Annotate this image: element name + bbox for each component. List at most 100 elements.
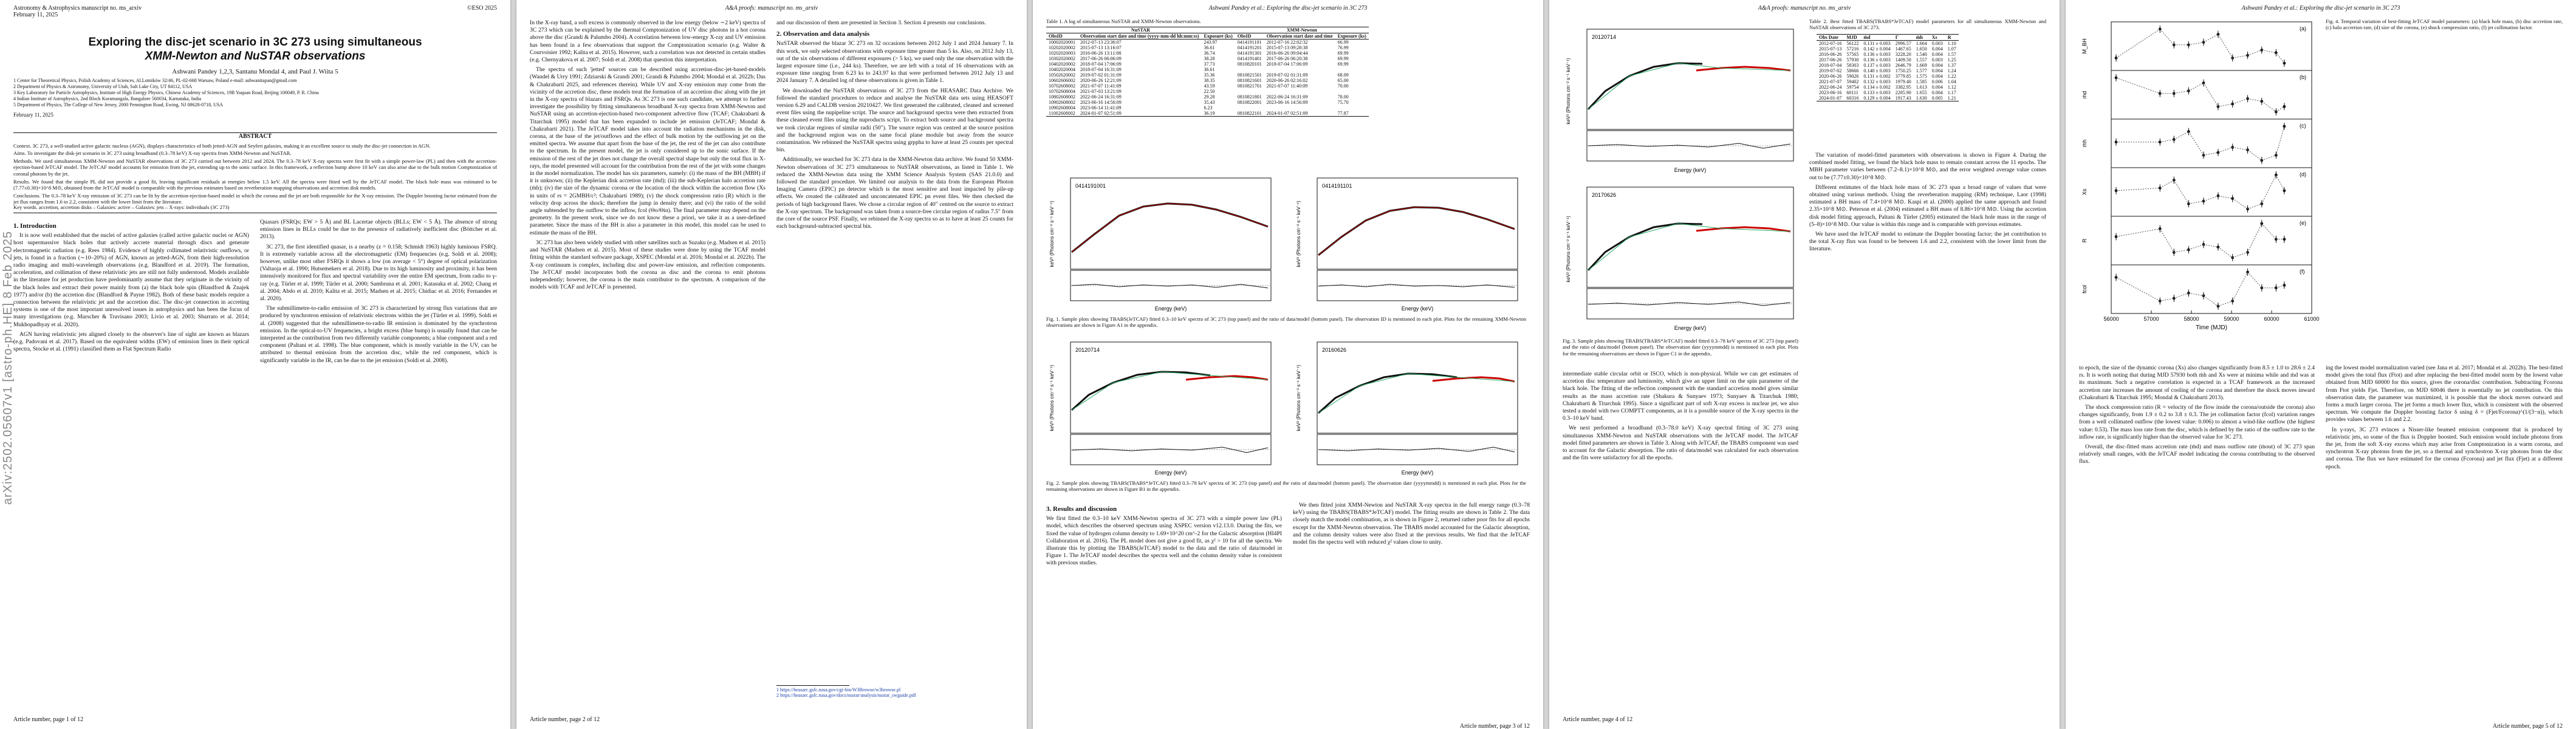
column-header: MJD (1846, 35, 1857, 40)
table-header-row: NuSTAR XMM-Newton (1046, 27, 1369, 33)
table-group-header: XMM-Newton (1286, 27, 1317, 33)
table-cell: 2016-06-26 09:04:44 (1266, 50, 1308, 56)
affiliations: 1 Center for Theoretical Physics, Polish… (13, 78, 497, 118)
obs-date-label: 20120714 (1592, 34, 1616, 40)
table-cell: 38.35 (1204, 78, 1215, 83)
table-row: 2019-07-02 58666 0.140 ± 0.003 1750.25 1.577… (1817, 68, 1959, 74)
connector (2188, 200, 2204, 204)
table-cell: 243.97 (1204, 39, 1218, 45)
table-cell: 0.003 (1931, 41, 1943, 46)
column-left: to epoch, the size of the dynamic corona… (2079, 364, 2315, 468)
keywords: Key words. accretion, accretion disks – … (13, 204, 230, 210)
table-row: 10702608004 2021-07-03 13:21:09 22.50 (1046, 89, 1369, 94)
connector (2203, 244, 2219, 248)
paragraph: We downloaded the NuSTAR observations of… (776, 87, 1013, 154)
table-cell: 1.12 (1947, 84, 1956, 90)
connector (2218, 195, 2233, 199)
connector (2261, 49, 2276, 53)
received-date: February 11, 2025 (13, 112, 53, 118)
table-cell: 10802608002 (1049, 94, 1075, 100)
table-cell: 43.59 (1204, 83, 1215, 89)
paper-title: Exploring the disc-jet scenario in 3C 27… (24, 35, 486, 63)
abstract-heading: ABSTRACT (238, 133, 272, 140)
section-heading: 1. Introduction (13, 222, 57, 230)
table-row: 2012-07-16 56122 0.131 ± 0.003 2996.57 1.664… (1817, 41, 1959, 46)
plot-frame (1070, 177, 1272, 270)
paragraph: We next performed a broadband (0.3–78.0 … (1563, 425, 1798, 462)
table-cell: 59754 (1846, 84, 1859, 90)
connector (2275, 126, 2285, 156)
table-cell: 0.134 ± 0.002 (1863, 84, 1891, 90)
xmm-data (1587, 62, 1703, 111)
table-cell: 65.00 (1337, 78, 1349, 83)
y-axis-label: ṁd (2081, 91, 2088, 99)
table-cell: 0.129 ± 0.004 (1863, 95, 1891, 101)
table-cell: 0.004 (1931, 84, 1943, 90)
table-row: 10002020001 2012-07-13 23:36:07 243.97 0414… (1046, 39, 1369, 45)
table-cell (1264, 89, 1335, 94)
table-cell: 2024-01-07 (1819, 95, 1842, 101)
paragraph: The spectra of such 'jetted' sources can… (530, 66, 766, 236)
connector (2232, 252, 2248, 258)
table-cell: 10702608002 (1049, 83, 1075, 89)
table-cell: 0.004 (1931, 52, 1943, 57)
panel-label: (e) (2300, 220, 2306, 226)
table-cell: 0810822101 (1237, 111, 1262, 116)
footnote-rule (776, 685, 849, 686)
footnote-link[interactable]: 1 https://heasarc.gsfc.nasa.gov/cgi-bin/… (776, 687, 901, 693)
table-cell: 1750.25 (1895, 68, 1911, 74)
table-cell: 1.575 (1916, 74, 1927, 79)
footnote-link[interactable]: 2 https://heasarc.gsfc.nasa.gov/docs/nus… (776, 693, 916, 698)
obs-date-label: 20120714 (1075, 347, 1100, 353)
paragraph: We first fitted the 0.3–10 keV XMM-Newto… (1046, 515, 1282, 567)
paragraph: ing the lowest model normalization varie… (2326, 364, 2563, 423)
table-header-row: ObsID Observation start date and time (yy… (1046, 33, 1369, 39)
authors: Ashwani Pandey 1,2,3, Santanu Mondal 4, … (172, 68, 338, 75)
table-row: 10202020002 2015-07-13 13:16:07 36.61 04141… (1046, 45, 1369, 50)
table-cell: 37.73 (1204, 61, 1215, 67)
table-1-caption: Table 1. A log of simultaneous NuSTAR an… (1046, 18, 1201, 24)
x-tick-label: 59000 (2224, 316, 2239, 322)
table-cell: 2020-06-26 02:16:02 (1266, 78, 1308, 83)
table-row: 10402020004 2018-07-04 16:31:09 36.61 (1046, 67, 1369, 72)
page-footer: Article number, page 2 of 12 (530, 716, 1013, 723)
table-cell: 2016-06-26 13:11:08 (1080, 50, 1122, 56)
table-cell: 1.24 (1947, 68, 1956, 74)
nustar-data (1432, 376, 1515, 383)
connector (2160, 180, 2174, 188)
y-axis-label: M_BH (2081, 38, 2088, 53)
connector (2188, 292, 2204, 296)
column-header: Obs Date (1819, 35, 1838, 40)
x-axis-label: Energy (keV) (1155, 306, 1187, 312)
connector (2188, 83, 2204, 91)
table-cell: 70.00 (1337, 83, 1349, 89)
connector (2247, 98, 2262, 102)
y-axis-label: keV² (Photons cm⁻² s⁻¹ keV⁻¹) (1049, 364, 1055, 431)
table-row: 2020-06-26 59026 0.131 ± 0.002 3779.85 1.575… (1817, 74, 1959, 79)
obs-date-label: 20170626 (1592, 192, 1616, 198)
table-cell: 1.25 (1947, 57, 1956, 63)
paragraph: Quasars (FSRQs; EW > 5 Å) and BL Lacerta… (260, 219, 497, 241)
x-axis-label: Energy (keV) (1674, 167, 1707, 173)
table-cell: 1.664 (1916, 41, 1927, 46)
table-cell: 2017-06-26 06:06:09 (1080, 56, 1122, 61)
table-cell: 2024-01-07 02:51:09 (1080, 111, 1122, 116)
page-number: Article number, page 3 of 12 (1459, 723, 1530, 729)
page-4: A&A proofs: manuscript no. ms_arxiv Tabl… (1549, 0, 2060, 729)
table-cell: 2023-06-14 11:41:09 (1080, 105, 1122, 111)
table-cell: 3228.20 (1895, 52, 1911, 57)
figure-1-caption: Fig. 1. Sample plots showing TBABS(JeTCA… (1046, 316, 1526, 329)
table-cell: 2012-07-16 (1819, 41, 1842, 46)
panel-label: (a) (2300, 26, 2306, 32)
data-point (2216, 151, 2220, 154)
table-cell: 69.99 (1337, 56, 1349, 61)
table-cell: 2012-07-13 23:36:07 (1080, 39, 1122, 45)
figure-4: (a) M_BH (b) ṁd (c) ṁh (d) Xs (e) R (f) fcol 56000 57… (2081, 21, 2320, 331)
paragraph: to epoch, the size of the dynamic corona… (2079, 364, 2315, 401)
xmm-data (1071, 371, 1211, 411)
table-cell: 2019-07-02 (1819, 68, 1842, 74)
ratio-data (1588, 301, 1791, 306)
table-cell: 59026 (1846, 74, 1859, 79)
paragraph: Overall, the disc-fitted mass accretion … (2079, 443, 2315, 465)
